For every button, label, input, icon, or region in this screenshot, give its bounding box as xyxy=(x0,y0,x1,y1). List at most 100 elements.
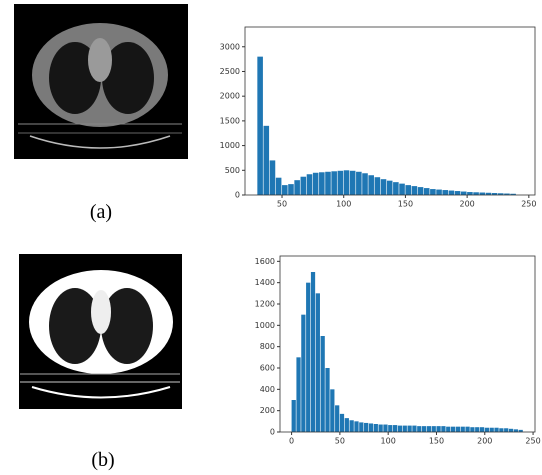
bar xyxy=(494,427,499,432)
bar xyxy=(485,192,492,195)
bar xyxy=(383,424,388,432)
bar xyxy=(426,426,432,432)
bar xyxy=(374,177,381,195)
bar xyxy=(407,425,412,432)
bar xyxy=(460,426,465,432)
y-tick-label: 1600 xyxy=(255,257,275,266)
y-tick-label: 1400 xyxy=(255,278,275,287)
bar xyxy=(263,125,270,195)
bar xyxy=(446,426,451,432)
bar xyxy=(368,423,374,432)
bar xyxy=(257,56,263,195)
y-tick-label: 1200 xyxy=(255,300,275,309)
y-tick-label: 0 xyxy=(235,191,240,200)
bar xyxy=(436,426,441,432)
bar xyxy=(380,179,387,195)
bar xyxy=(294,180,300,195)
y-tick-label: 2500 xyxy=(220,67,240,76)
x-tick-label: 250 xyxy=(525,437,540,446)
bar xyxy=(331,171,337,195)
bar xyxy=(300,176,307,195)
bar xyxy=(288,184,294,195)
bar xyxy=(356,171,362,195)
plot-frame xyxy=(244,26,536,196)
bar xyxy=(491,193,498,195)
bar xyxy=(343,170,350,195)
bar xyxy=(339,413,345,432)
bar xyxy=(325,368,330,432)
bar xyxy=(378,424,383,432)
y-tick-label: 1000 xyxy=(220,141,240,150)
bar xyxy=(393,182,399,195)
bar xyxy=(470,427,475,432)
bar xyxy=(475,427,480,432)
bar xyxy=(454,191,461,195)
bar xyxy=(510,193,516,195)
bar xyxy=(373,424,378,432)
bar xyxy=(386,180,393,195)
bar xyxy=(436,189,442,195)
y-tick-label: 1500 xyxy=(220,116,240,125)
bar xyxy=(282,185,288,195)
bar xyxy=(397,425,403,432)
y-tick-label: 400 xyxy=(260,385,275,394)
bar xyxy=(269,160,276,195)
x-tick-label: 0 xyxy=(289,437,294,446)
bar xyxy=(306,174,313,195)
bar xyxy=(484,427,490,432)
bar xyxy=(349,420,354,432)
bar xyxy=(330,389,335,432)
bar xyxy=(337,170,344,195)
bar xyxy=(359,422,364,432)
x-tick-label: 200 xyxy=(477,437,492,446)
bar xyxy=(417,426,422,432)
bar xyxy=(362,173,368,195)
bar xyxy=(497,193,504,195)
bar xyxy=(275,177,282,195)
bar xyxy=(319,172,325,195)
bar xyxy=(504,428,509,432)
bar xyxy=(465,426,470,432)
y-tick-label: 500 xyxy=(225,166,240,175)
bar xyxy=(423,188,430,195)
bar xyxy=(499,428,504,432)
caption: (a) xyxy=(90,201,112,223)
x-tick-label: 200 xyxy=(459,200,474,209)
x-tick-label: 100 xyxy=(336,200,351,209)
ct-image-a xyxy=(14,4,188,159)
bar xyxy=(441,426,446,432)
bar xyxy=(421,426,427,432)
bar xyxy=(450,426,456,432)
x-tick-label: 50 xyxy=(335,437,345,446)
x-tick-label: 150 xyxy=(398,200,413,209)
bar xyxy=(393,425,398,432)
plot-frame xyxy=(279,255,536,433)
y-tick-label: 800 xyxy=(260,342,275,351)
bar xyxy=(473,192,479,195)
bar xyxy=(325,171,331,195)
bar xyxy=(508,428,514,432)
ct-image-b xyxy=(19,254,182,409)
bar xyxy=(479,427,485,432)
bar xyxy=(455,426,461,432)
y-tick-label: 2000 xyxy=(220,92,240,101)
bar xyxy=(349,170,356,195)
x-tick-label: 100 xyxy=(381,437,396,446)
bar xyxy=(301,314,306,432)
bar xyxy=(388,425,393,432)
x-tick-label: 150 xyxy=(429,437,444,446)
bar xyxy=(430,189,436,195)
bar xyxy=(399,183,405,195)
x-tick-label: 50 xyxy=(277,200,287,209)
bar xyxy=(306,282,311,432)
bar xyxy=(460,191,467,195)
bar xyxy=(320,336,325,432)
bar xyxy=(518,429,523,432)
bar xyxy=(479,192,486,195)
bar xyxy=(354,421,359,432)
y-tick-label: 1000 xyxy=(255,321,275,330)
x-tick-label: 250 xyxy=(521,200,536,209)
bar xyxy=(417,187,424,195)
bar xyxy=(310,272,316,432)
